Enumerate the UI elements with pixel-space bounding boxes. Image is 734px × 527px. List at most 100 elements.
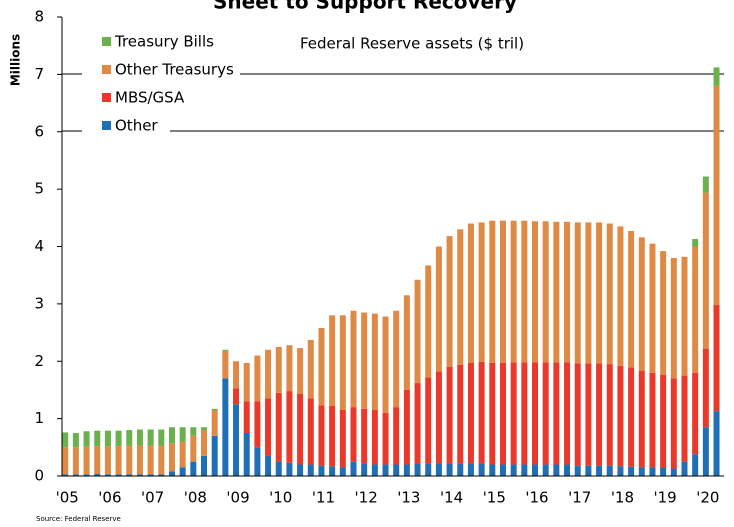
x-tick-label: '18 — [611, 489, 634, 507]
bar-segment — [83, 474, 90, 476]
bar-segment — [542, 221, 549, 363]
bar-segment — [414, 463, 421, 476]
bar-segment — [233, 388, 240, 405]
legend-swatch — [102, 93, 111, 102]
bar-segment — [190, 427, 197, 436]
bar-segment — [94, 430, 101, 447]
bar-segment — [72, 447, 79, 475]
bar-segment — [414, 279, 421, 384]
bar-segment — [350, 407, 357, 462]
bar-segment — [446, 236, 453, 367]
bar-segment — [692, 239, 699, 247]
bar-segment — [179, 467, 186, 476]
bar-segment — [297, 393, 304, 465]
bar-segment — [403, 389, 410, 465]
bar-segment — [83, 446, 90, 475]
bar-segment — [585, 363, 592, 466]
bar-segment — [638, 237, 645, 372]
bar-segment — [660, 251, 667, 376]
bar-segment — [361, 408, 368, 464]
bar-segment — [350, 310, 357, 408]
bar-segment — [136, 445, 143, 475]
bar-segment — [692, 454, 699, 476]
y-tick-label: 6 — [34, 122, 44, 140]
bar-segment — [318, 405, 325, 466]
bar-segment — [649, 372, 656, 468]
bar-segment — [339, 410, 346, 468]
bar-segment — [670, 378, 677, 469]
y-tick-label: 1 — [34, 409, 44, 427]
bar-segment — [638, 467, 645, 476]
bar-segment — [211, 408, 218, 411]
bar-segment — [62, 432, 69, 448]
bar-segment — [382, 412, 389, 465]
source: Source: Federal Reserve — [36, 515, 121, 523]
bar-segment — [254, 355, 261, 402]
bar-segment — [286, 391, 293, 463]
bar-segment — [211, 435, 218, 476]
bar-segment — [457, 364, 464, 464]
bar-segment — [179, 441, 186, 468]
x-tick-label: '08 — [184, 489, 207, 507]
bar-segment — [318, 465, 325, 476]
bar-segment — [702, 427, 709, 476]
bar-segment — [393, 310, 400, 408]
bar-segment — [596, 222, 603, 364]
bar-segment — [329, 466, 336, 476]
bar-segment — [115, 446, 122, 475]
bar-segment — [596, 363, 603, 466]
bar-segment — [628, 231, 635, 368]
bar-segment — [617, 226, 624, 366]
bar-segment — [115, 474, 122, 476]
bar-segment — [435, 246, 442, 372]
x-tick-label: '11 — [312, 489, 335, 507]
bar-segment — [104, 474, 111, 476]
bar-segment — [670, 257, 677, 379]
bar-segment — [115, 430, 122, 447]
bar-segment — [489, 464, 496, 476]
x-tick-label: '14 — [440, 489, 463, 507]
bar-segment — [371, 313, 378, 411]
bar-segment — [393, 464, 400, 476]
bar-segment — [382, 316, 389, 413]
bar-segment — [564, 464, 571, 476]
bar-segment — [532, 362, 539, 465]
bar-segment — [435, 371, 442, 464]
bar-segment — [307, 340, 314, 399]
bar-segment — [446, 366, 453, 464]
bar-segment — [435, 463, 442, 476]
bar-segment — [136, 429, 143, 446]
bar-segment — [713, 411, 720, 476]
bar-segment — [489, 220, 496, 363]
x-tick-label: '05 — [56, 489, 79, 507]
bar-segment — [478, 463, 485, 476]
bar-segment — [265, 455, 272, 476]
bar-segment — [147, 474, 154, 476]
bar-segment — [532, 221, 539, 363]
x-tick-label: '15 — [483, 489, 506, 507]
bar-segment — [489, 362, 496, 465]
bar-segment — [339, 315, 346, 411]
bar-segment — [297, 348, 304, 394]
bar-segment — [275, 392, 282, 462]
bar-segment — [168, 427, 175, 444]
bar-segment — [692, 372, 699, 455]
legend-swatch — [102, 121, 111, 130]
bar-segment — [350, 461, 357, 476]
bar-segment — [574, 465, 581, 476]
bar-segment — [104, 446, 111, 475]
bar-segment — [510, 220, 517, 363]
bar-segment — [425, 265, 432, 378]
bar-segment — [542, 464, 549, 476]
bar-segment — [254, 447, 261, 476]
bar-segment — [467, 223, 474, 363]
bar-segment — [713, 67, 720, 86]
y-tick-label: 5 — [34, 180, 44, 198]
bar-segment — [478, 222, 485, 362]
bar-segment — [628, 466, 635, 476]
bar-segment — [126, 430, 133, 446]
bar-segment — [403, 464, 410, 476]
chart-title: Sheet to Support Recovery — [213, 0, 517, 14]
legend-swatch — [102, 65, 111, 74]
